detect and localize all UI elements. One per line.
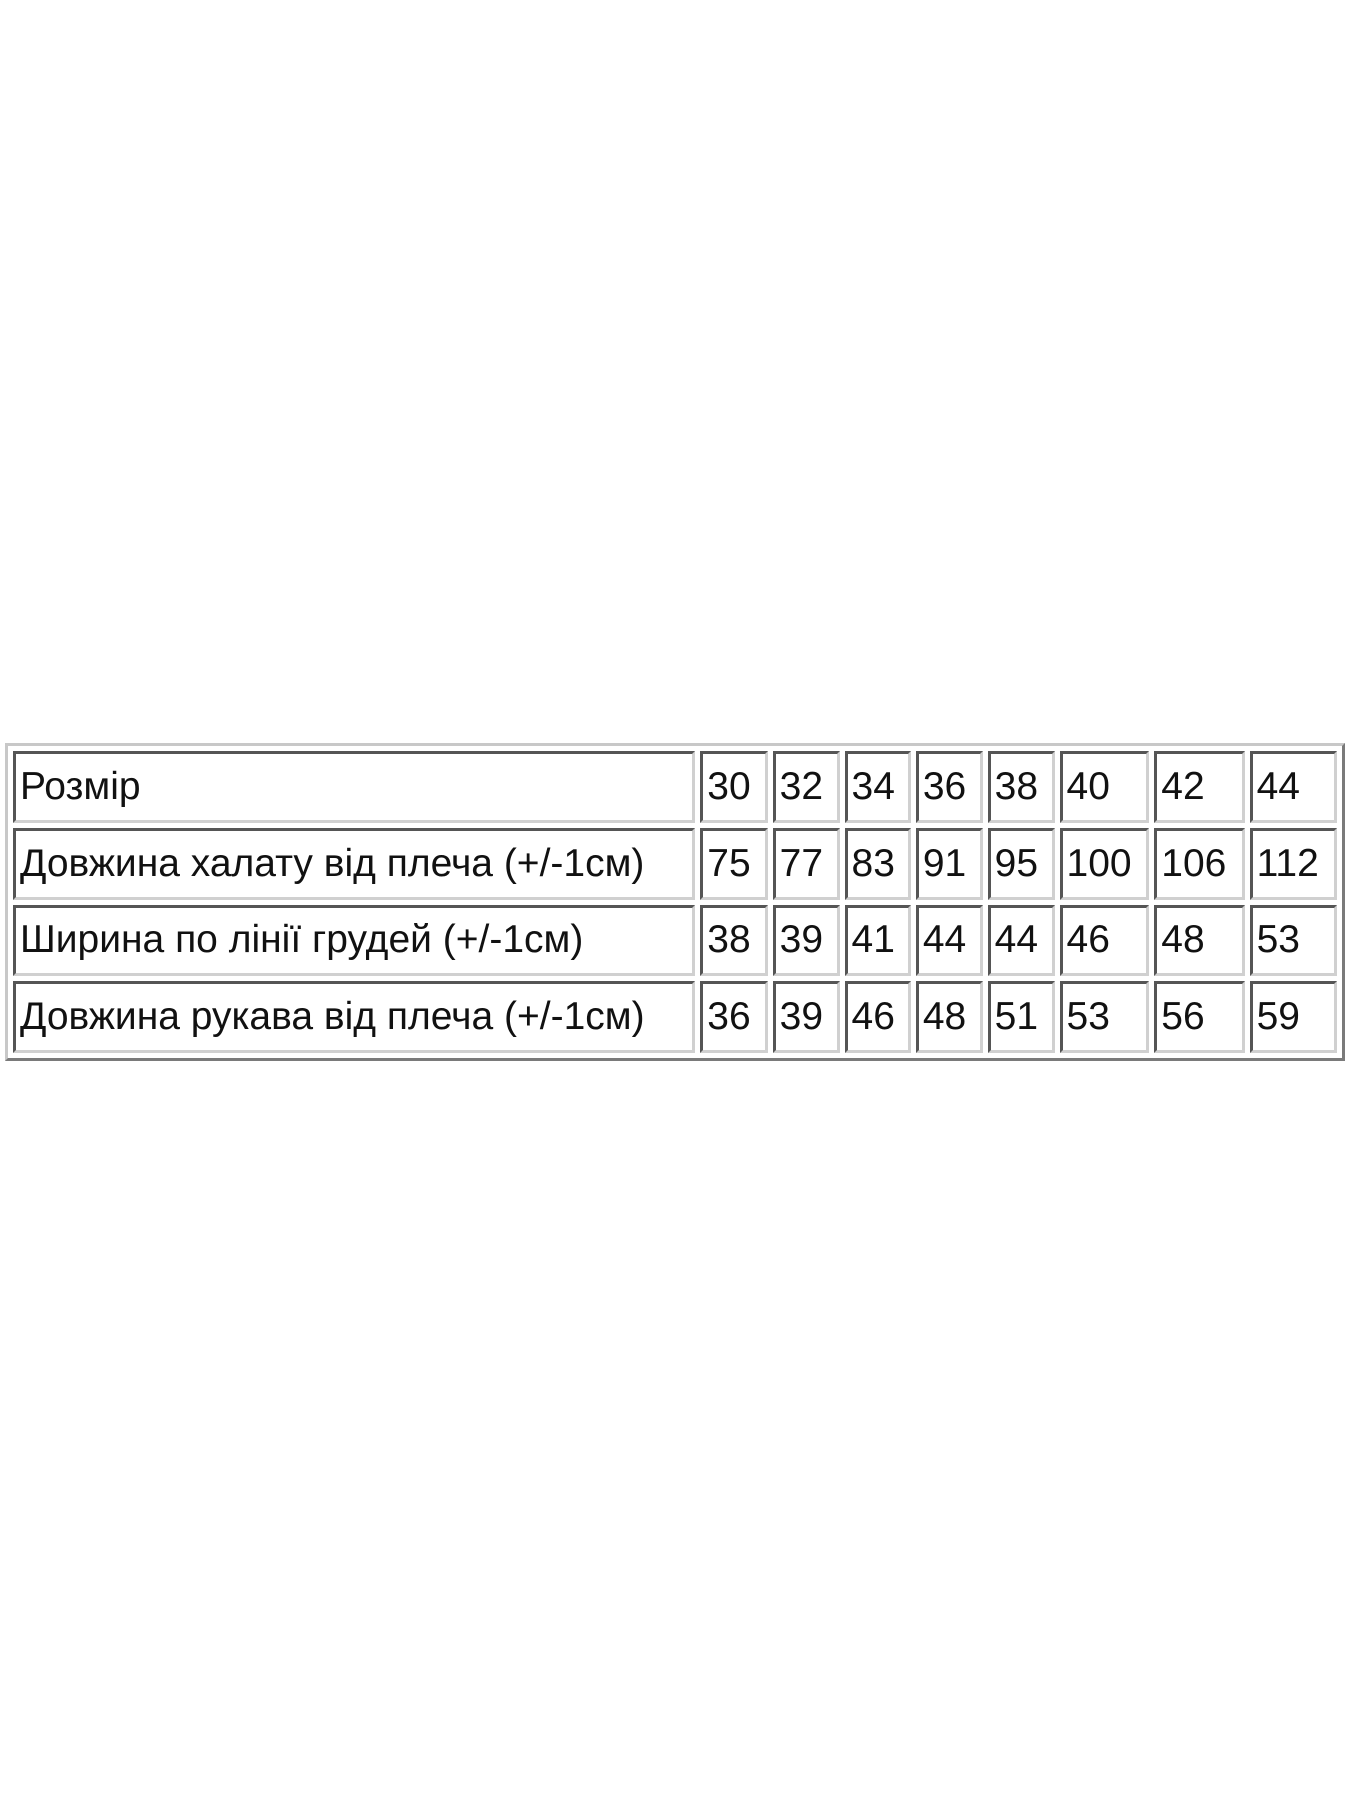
measurement-cell: 112	[1249, 827, 1337, 900]
measurement-cell: 44	[987, 904, 1055, 977]
measurement-cell: 36	[700, 981, 768, 1053]
row-label: Ширина по лінії грудей (+/-1см)	[13, 904, 696, 977]
header-row: Розмір 30 32 34 36 38 40 42 44	[13, 751, 1337, 823]
measurement-cell: 95	[987, 827, 1055, 900]
size-header-cell: 38	[987, 751, 1055, 823]
size-header-cell: 36	[915, 751, 983, 823]
measurement-cell: 48	[915, 981, 983, 1053]
measurement-cell: 59	[1249, 981, 1337, 1053]
size-header-cell: 34	[844, 751, 911, 823]
measurement-cell: 56	[1154, 981, 1245, 1053]
measurement-cell: 75	[700, 827, 768, 900]
measurement-cell: 39	[772, 981, 840, 1053]
measurement-cell: 51	[987, 981, 1055, 1053]
row-label: Розмір	[13, 751, 696, 823]
row-label: Довжина рукава від плеча (+/-1см)	[13, 981, 696, 1053]
measurement-cell: 100	[1059, 827, 1150, 900]
table-row: Ширина по лінії грудей (+/-1см) 38 39 41 44 4…	[13, 904, 1337, 977]
row-label: Довжина халату від плеча (+/-1см)	[13, 827, 696, 900]
measurement-cell: 38	[700, 904, 768, 977]
measurement-cell: 39	[772, 904, 840, 977]
table-row: Довжина рукава від плеча (+/-1см) 36 39 46 4…	[13, 981, 1337, 1053]
measurement-cell: 91	[915, 827, 983, 900]
measurement-cell: 46	[844, 981, 911, 1053]
size-table: Розмір 30 32 34 36 38 40 42 44 Довжина халату від…	[5, 743, 1345, 1061]
size-header-cell: 32	[772, 751, 840, 823]
size-header-cell: 44	[1249, 751, 1337, 823]
size-header-cell: 42	[1154, 751, 1245, 823]
measurement-cell: 44	[915, 904, 983, 977]
measurement-cell: 106	[1154, 827, 1245, 900]
measurement-cell: 41	[844, 904, 911, 977]
measurement-cell: 46	[1059, 904, 1150, 977]
measurement-cell: 53	[1249, 904, 1337, 977]
measurement-cell: 53	[1059, 981, 1150, 1053]
size-header-cell: 40	[1059, 751, 1150, 823]
size-header-cell: 30	[700, 751, 768, 823]
table-row: Довжина халату від плеча (+/-1см) 75 77 83 9…	[13, 827, 1337, 900]
measurement-cell: 83	[844, 827, 911, 900]
measurement-cell: 48	[1154, 904, 1245, 977]
measurement-cell: 77	[772, 827, 840, 900]
